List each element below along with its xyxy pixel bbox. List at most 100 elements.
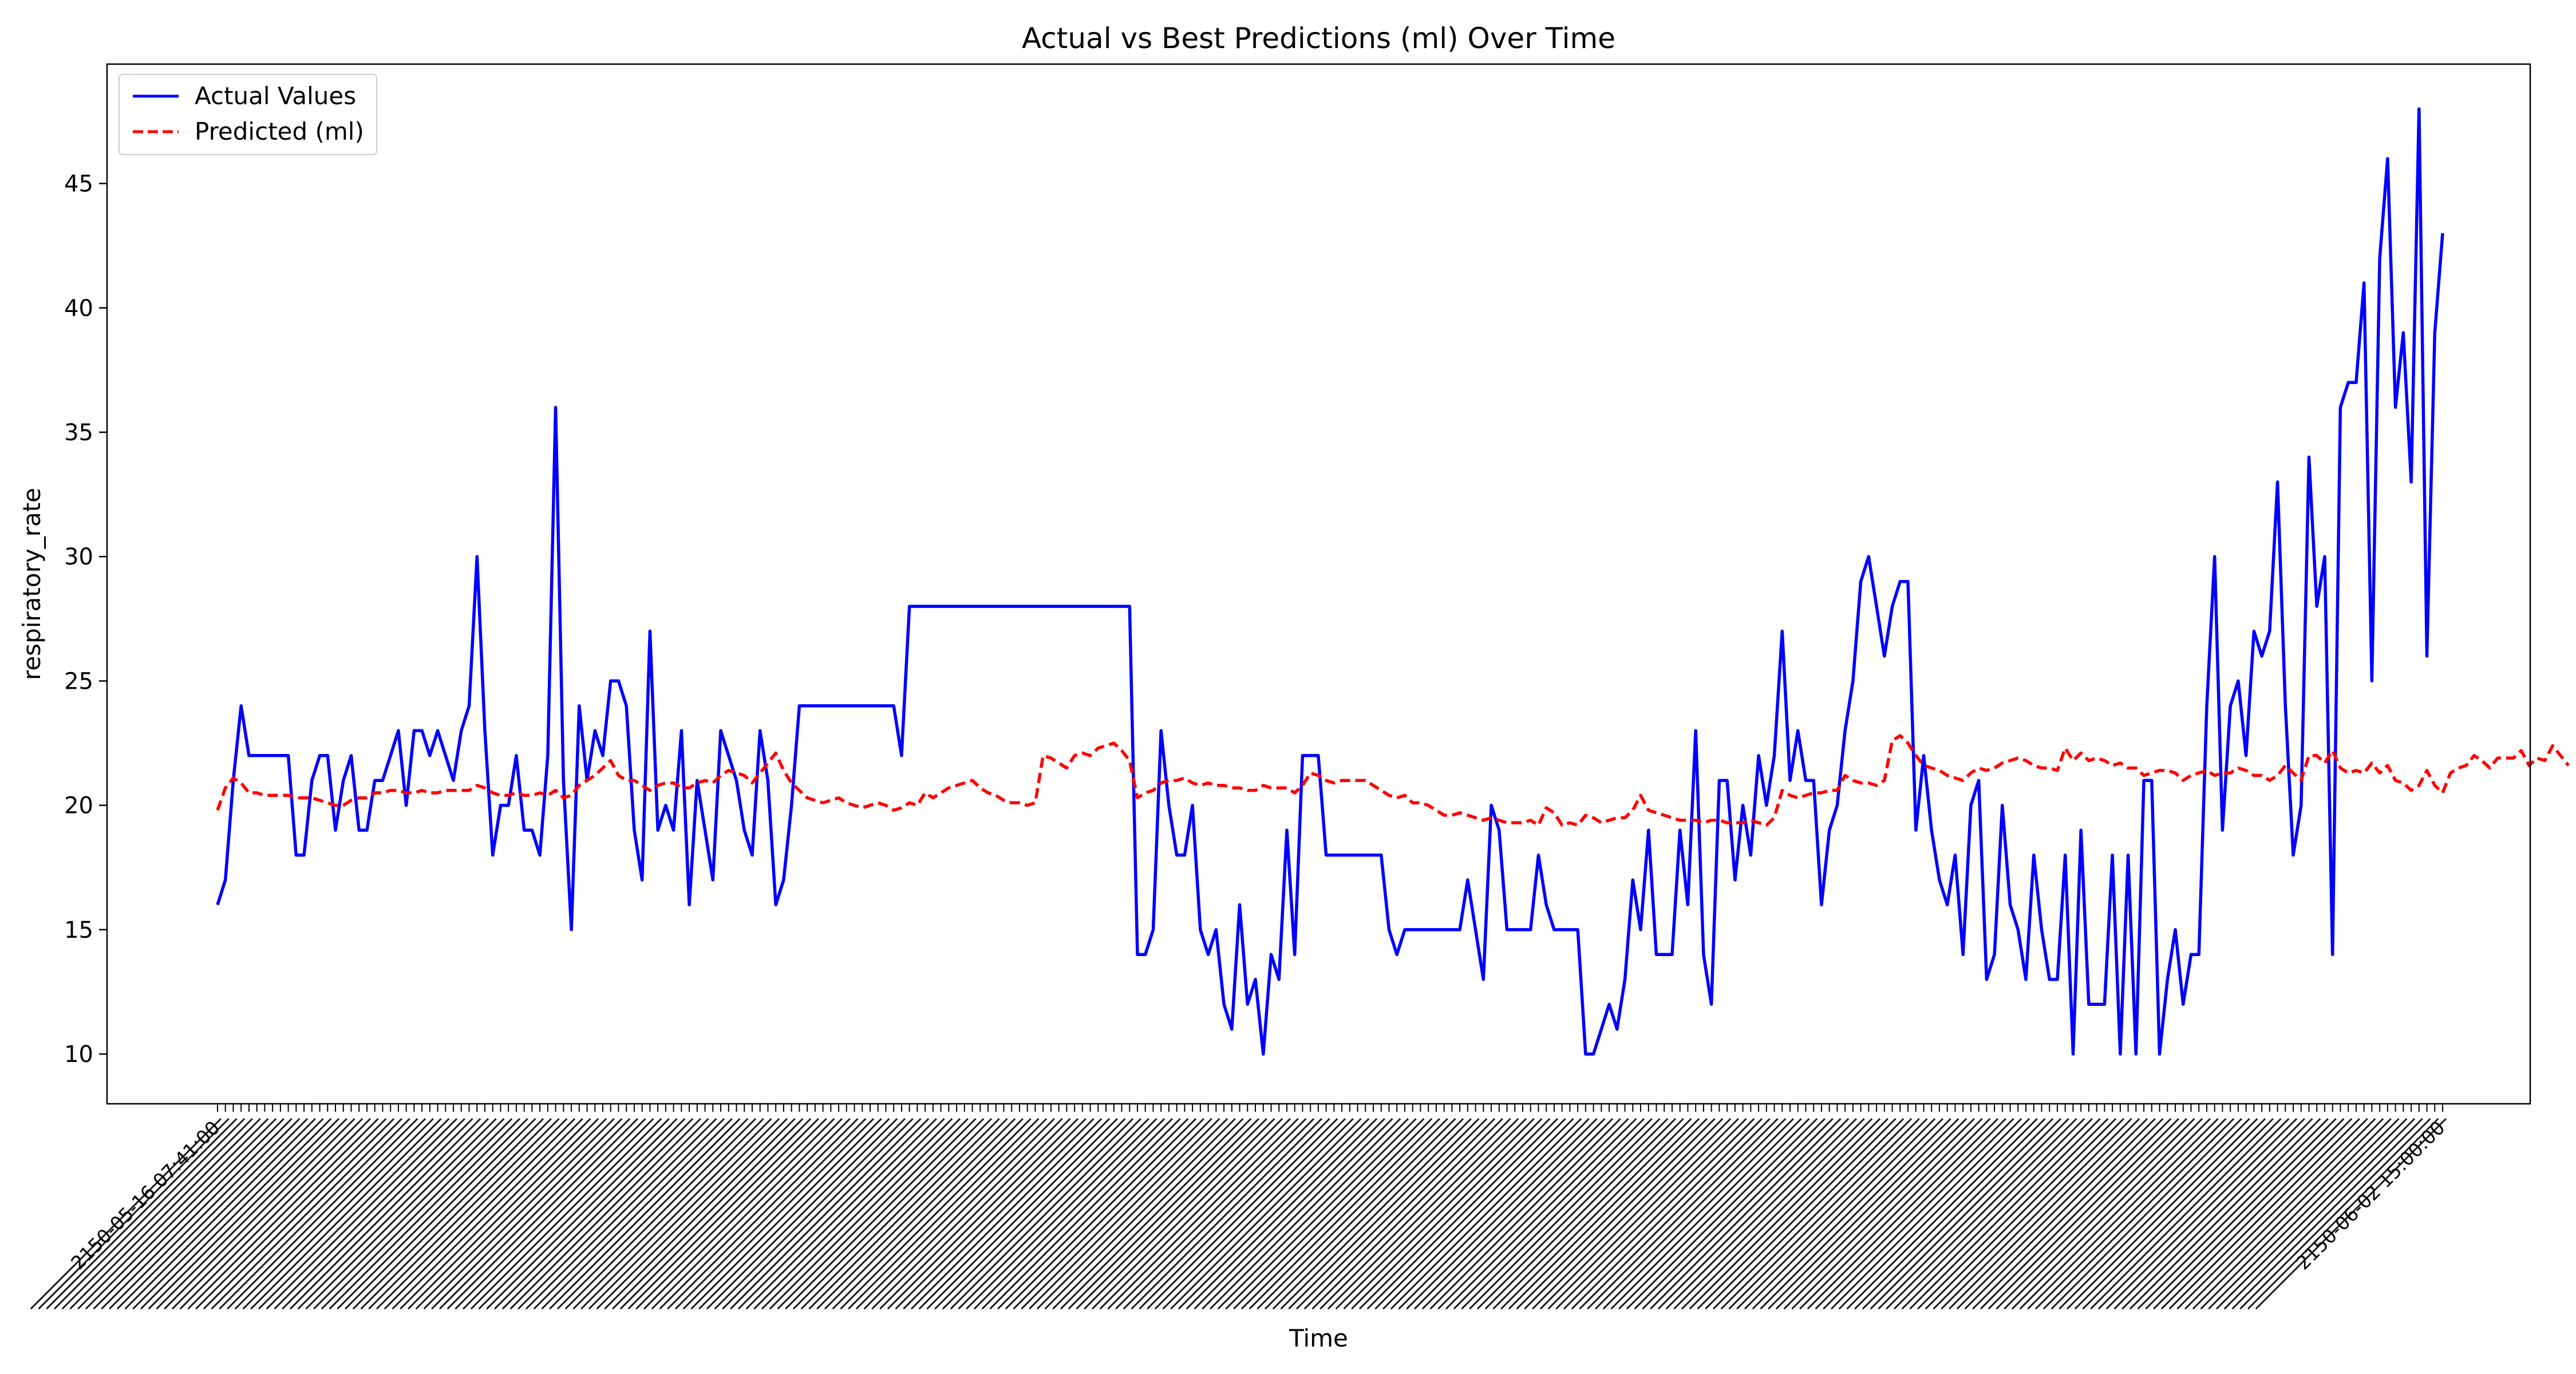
x-tick-label-mark [2050, 1118, 2242, 1310]
x-tick-label-mark [1838, 1118, 2030, 1310]
x-tick-label-mark [887, 1118, 1079, 1310]
x-tick-label-mark [509, 1118, 701, 1310]
legend-label-actual: Actual Values [195, 82, 356, 110]
x-tick-label-mark [1366, 1118, 1559, 1310]
x-tick-label-mark [863, 1118, 1055, 1310]
x-tick-label-mark [1240, 1118, 1433, 1310]
x-tick-label-mark [918, 1118, 1111, 1310]
x-tick-label-mark [690, 1118, 882, 1310]
x-tick-label-mark [1288, 1118, 1480, 1310]
x-tick-label-mark [2113, 1118, 2305, 1310]
x-tick-label-mark [674, 1118, 867, 1310]
x-tick-label-mark [1815, 1118, 2006, 1310]
x-tick-label-mark [1807, 1118, 1999, 1310]
x-tick-label-mark [1956, 1118, 2148, 1310]
x-tick-label-mark [2168, 1118, 2360, 1310]
x-tick-label-mark [714, 1118, 906, 1310]
x-tick-label-mark [376, 1118, 568, 1310]
x-tick-label-mark [1453, 1118, 1645, 1310]
x-tick-label-mark [2247, 1118, 2439, 1310]
x-tick-label-mark [737, 1118, 930, 1310]
x-tick-label-mark [313, 1118, 505, 1310]
x-tick-label-mark [1005, 1118, 1197, 1310]
x-tick-label-mark [777, 1118, 969, 1310]
x-tick-label-mark [1846, 1118, 2038, 1310]
x-tick-label-mark [368, 1118, 560, 1310]
x-tick-label-mark [1854, 1118, 2046, 1310]
x-tick-label-mark [1476, 1118, 1669, 1310]
x-tick-label-mark [219, 1118, 410, 1310]
x-tick-label-mark [1484, 1118, 1677, 1310]
x-tick-label-mark [1461, 1118, 1653, 1310]
x-tick-label-mark [1673, 1118, 1865, 1310]
x-tick-label-mark [108, 1118, 301, 1310]
x-tick-label-mark [1280, 1118, 1472, 1310]
x-tick-label-mark [1933, 1118, 2124, 1310]
x-tick-label-mark [1178, 1118, 1370, 1310]
x-tick-label-mark [1154, 1118, 1346, 1310]
x-tick-label-mark [2223, 1118, 2416, 1310]
x-tick-label-mark [2035, 1118, 2227, 1310]
x-tick-label-mark [1634, 1118, 1826, 1310]
y-tick-label: 35 [64, 420, 93, 446]
x-tick-label-mark [1107, 1118, 1299, 1310]
x-tick-label-mark [651, 1118, 843, 1310]
x-tick-label-mark [1084, 1118, 1275, 1310]
y-tick-label: 15 [64, 917, 93, 943]
x-tick-label-mark [1044, 1118, 1236, 1310]
x-tick-label-mark [282, 1118, 473, 1310]
x-tick-label-mark [431, 1118, 623, 1310]
x-tick-label-mark [329, 1118, 520, 1310]
x-tick-label-mark [2200, 1118, 2392, 1310]
x-tick-label-mark [2231, 1118, 2423, 1310]
x-tick-label-mark [1996, 1118, 2187, 1310]
x-tick-label-mark [211, 1118, 402, 1310]
x-tick-label-mark [525, 1118, 717, 1310]
x-tick-label-mark [989, 1118, 1181, 1310]
x-tick-label-mark [1060, 1118, 1252, 1310]
x-tick-label-mark [69, 1118, 261, 1310]
x-tick-label-mark [1594, 1118, 1787, 1310]
x-tick-label-mark [981, 1118, 1173, 1310]
x-tick-label-mark [1642, 1118, 1834, 1310]
x-tick-label-mark [549, 1118, 741, 1310]
x-tick-label-mark [2208, 1118, 2400, 1310]
x-tick-label-mark [564, 1118, 757, 1310]
x-tick-label-mark [2067, 1118, 2258, 1310]
x-tick-label-mark [1579, 1118, 1771, 1310]
x-tick-label-mark [612, 1118, 804, 1310]
x-tick-label-mark [2074, 1118, 2266, 1310]
x-tick-label-mark [730, 1118, 922, 1310]
x-tick-label-mark [486, 1118, 678, 1310]
x-tick-label-mark [195, 1118, 387, 1310]
x-tick-label-mark [148, 1118, 340, 1310]
x-tick-label-mark [2121, 1118, 2313, 1310]
x-tick-label-mark [1830, 1118, 2022, 1310]
x-tick-label-mark [871, 1118, 1063, 1310]
x-tick-label-mark [1901, 1118, 2093, 1310]
x-tick-label-mark [958, 1118, 1149, 1310]
x-tick-label-mark [1068, 1118, 1260, 1310]
x-tick-label-mark [2019, 1118, 2211, 1310]
x-tick-label-mark [1500, 1118, 1692, 1310]
x-tick-label-mark [1886, 1118, 2077, 1310]
x-tick-label-mark [156, 1118, 347, 1310]
x-tick-label-mark [824, 1118, 1016, 1310]
x-tick-label-mark [1052, 1118, 1244, 1310]
x-tick-label-mark [800, 1118, 993, 1310]
x-tick-label-mark [1398, 1118, 1590, 1310]
x-tick-label-mark [934, 1118, 1126, 1310]
x-tick-label-mark [1736, 1118, 1928, 1310]
x-tick-label-mark [1358, 1118, 1551, 1310]
x-tick-label-mark [1406, 1118, 1598, 1310]
x-tick-label-mark [1650, 1118, 1842, 1310]
x-tick-label-mark [494, 1118, 686, 1310]
x-tick-label-mark [1532, 1118, 1724, 1310]
x-tick-label-mark [1390, 1118, 1582, 1310]
chart-title: Actual vs Best Predictions (ml) Over Tim… [1022, 22, 1615, 55]
x-tick-label-mark [832, 1118, 1024, 1310]
x-tick-label-mark [2027, 1118, 2219, 1310]
y-tick-label: 40 [64, 295, 93, 322]
series-layer [216, 107, 2570, 1056]
